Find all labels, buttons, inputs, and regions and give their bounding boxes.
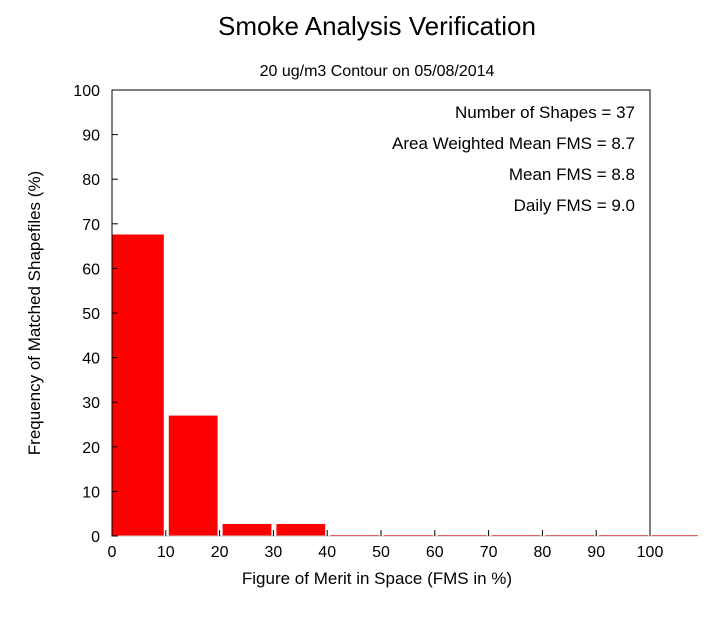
stats-annotations: Number of Shapes = 37 Area Weighted Mean … (392, 103, 635, 215)
x-tick-label: 0 (108, 544, 117, 561)
x-tick-label: 60 (426, 544, 444, 561)
x-tick-label: 40 (318, 544, 336, 561)
y-tick-label: 40 (82, 351, 100, 368)
y-tick-label: 80 (82, 172, 100, 189)
x-tick-label: 90 (587, 544, 605, 561)
stat-annotation: Number of Shapes = 37 (455, 103, 635, 122)
stat-annotation: Daily FMS = 9.0 (514, 196, 635, 215)
y-tick-label: 70 (82, 217, 100, 234)
x-tick-label: 50 (372, 544, 390, 561)
x-tick-label: 100 (637, 544, 664, 561)
y-tick-label: 10 (82, 484, 100, 501)
y-tick-label: 20 (82, 440, 100, 457)
stat-annotation: Area Weighted Mean FMS = 8.7 (392, 134, 635, 153)
chart-title: Smoke Analysis Verification (218, 11, 536, 41)
histogram-bar (276, 523, 326, 536)
stat-annotation: Mean FMS = 8.8 (509, 165, 635, 184)
x-axis: 0 10 20 30 40 50 60 70 80 90 100 (108, 530, 664, 561)
y-tick-label: 90 (82, 128, 100, 145)
chart-subtitle: 20 ug/m3 Contour on 05/08/2014 (260, 63, 495, 80)
y-tick-label: 50 (82, 306, 100, 323)
y-axis-label: Frequency of Matched Shapefiles (%) (25, 171, 44, 455)
x-tick-label: 80 (534, 544, 552, 561)
y-tick-label: 100 (73, 83, 100, 100)
y-tick-label: 60 (82, 261, 100, 278)
x-tick-label: 20 (211, 544, 229, 561)
x-tick-label: 10 (157, 544, 175, 561)
x-tick-label: 30 (265, 544, 283, 561)
y-tick-label: 0 (91, 529, 100, 546)
histogram-bar (222, 523, 272, 536)
y-axis: 0 10 20 30 40 50 60 70 80 90 100 (73, 83, 118, 546)
x-axis-label: Figure of Merit in Space (FMS in %) (242, 569, 512, 588)
histogram-bar (168, 415, 218, 536)
histogram-bar (112, 234, 164, 536)
x-tick-label: 70 (480, 544, 498, 561)
bars-layer (112, 234, 698, 536)
y-tick-label: 30 (82, 395, 100, 412)
